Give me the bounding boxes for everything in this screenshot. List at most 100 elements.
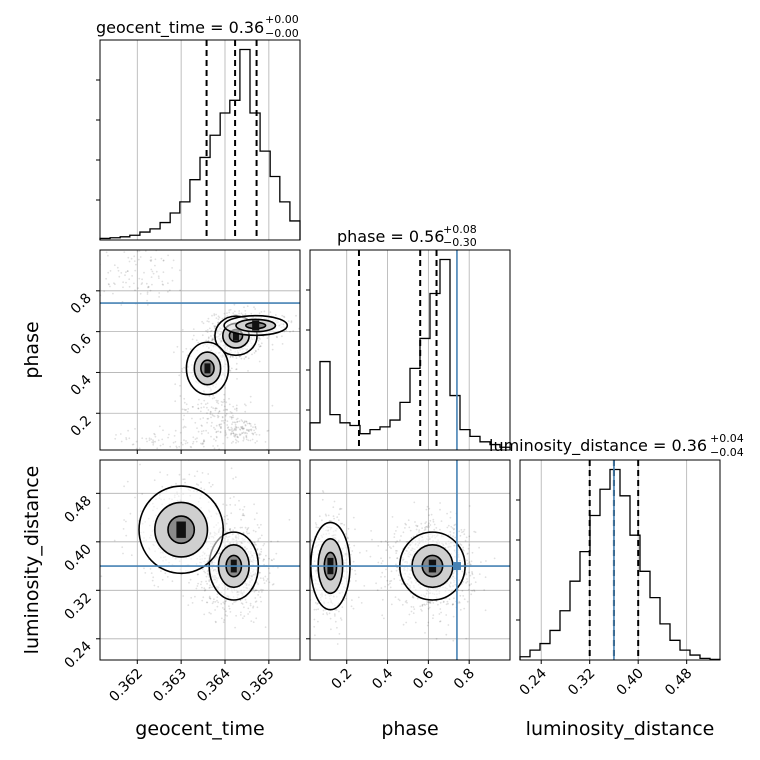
sample-point	[230, 433, 232, 436]
sample-point	[206, 601, 209, 604]
sample-point	[201, 442, 204, 445]
sample-point	[394, 596, 397, 598]
sample-point	[233, 435, 235, 437]
sample-point	[303, 324, 305, 326]
sample-point	[401, 603, 404, 606]
sample-point	[282, 315, 285, 318]
sample-point	[133, 260, 136, 262]
sample-point	[428, 526, 431, 528]
sample-point	[197, 407, 200, 410]
sample-point	[174, 440, 177, 443]
sample-point	[256, 606, 259, 609]
sample-point	[96, 273, 98, 275]
sample-point	[213, 415, 216, 418]
sample-point	[257, 583, 259, 585]
sample-point	[308, 615, 310, 617]
sample-point	[207, 339, 210, 342]
sample-point	[218, 423, 221, 426]
sample-point	[206, 570, 209, 572]
sample-point	[255, 427, 257, 430]
sample-point	[168, 289, 171, 292]
sample-point	[428, 514, 430, 517]
sample-point	[390, 580, 393, 582]
sample-point	[339, 617, 342, 620]
sample-point	[359, 551, 361, 554]
sample-point	[240, 312, 243, 315]
sample-point	[258, 434, 261, 436]
sample-point	[454, 523, 457, 526]
sample-point	[352, 516, 355, 519]
sample-point	[196, 585, 199, 587]
sample-point	[200, 580, 203, 583]
sample-point	[410, 537, 413, 539]
histogram-step	[519, 468, 721, 660]
sample-point	[217, 415, 220, 418]
sample-point	[127, 429, 129, 432]
sample-point	[155, 270, 158, 273]
sample-point	[428, 602, 431, 604]
sample-point	[315, 608, 318, 611]
sample-point	[268, 572, 271, 574]
sample-point	[180, 442, 183, 444]
sample-point	[273, 558, 275, 560]
title-geocent-time: geocent_time = 0.36	[96, 18, 264, 38]
sample-point	[172, 259, 175, 262]
sample-point	[249, 428, 252, 431]
sample-point	[258, 571, 261, 574]
sample-point	[402, 531, 405, 534]
sample-point	[141, 437, 144, 440]
x-axis-label-phase: phase	[381, 718, 438, 740]
sample-point	[354, 528, 356, 531]
sample-point	[218, 410, 221, 413]
sample-point	[255, 600, 258, 603]
panel-frame	[99, 459, 301, 661]
sample-point	[233, 433, 235, 435]
sample-point	[251, 353, 253, 356]
sample-point	[149, 259, 152, 262]
sample-point	[250, 620, 253, 622]
sample-point	[295, 314, 297, 317]
sample-point	[200, 430, 203, 433]
sample-point	[225, 504, 228, 506]
sample-point	[220, 400, 223, 403]
sample-point	[404, 527, 406, 529]
sample-point	[159, 444, 162, 447]
tick-label-phase-y-2: 0.6	[68, 331, 95, 358]
sample-point	[429, 600, 432, 603]
sample-point	[317, 620, 319, 623]
sample-point	[250, 429, 253, 432]
sample-point	[213, 313, 216, 315]
sample-point	[158, 277, 160, 279]
sample-point	[245, 601, 248, 604]
sample-point	[184, 442, 187, 445]
sample-point	[220, 404, 223, 406]
sample-point	[203, 399, 206, 402]
sample-point	[212, 600, 215, 603]
sample-point	[445, 614, 448, 616]
sample-point	[176, 345, 179, 348]
x-axis-label-geocent-time: geocent_time	[135, 718, 264, 740]
sample-point	[216, 414, 219, 417]
sample-point	[452, 603, 455, 605]
sample-point	[253, 306, 255, 309]
sample-point	[393, 578, 396, 580]
sample-point	[387, 544, 390, 546]
sample-point	[439, 528, 441, 531]
sample-point	[427, 524, 430, 527]
tick-label-phase-y-1: 0.4	[68, 372, 95, 399]
x-axis-label-luminosity-distance: luminosity_distance	[526, 718, 715, 740]
sample-point	[437, 603, 439, 606]
sample-point	[224, 434, 227, 437]
sample-point	[243, 606, 245, 609]
sample-point	[194, 595, 196, 598]
sample-point	[445, 603, 448, 606]
sample-point	[224, 387, 227, 389]
sample-point	[192, 334, 195, 337]
sample-point	[271, 559, 273, 562]
sample-point	[245, 356, 248, 358]
sample-point	[316, 603, 319, 605]
sample-point	[200, 406, 203, 409]
sample-point	[452, 615, 455, 618]
sample-point	[469, 563, 472, 565]
sample-point	[459, 543, 462, 545]
